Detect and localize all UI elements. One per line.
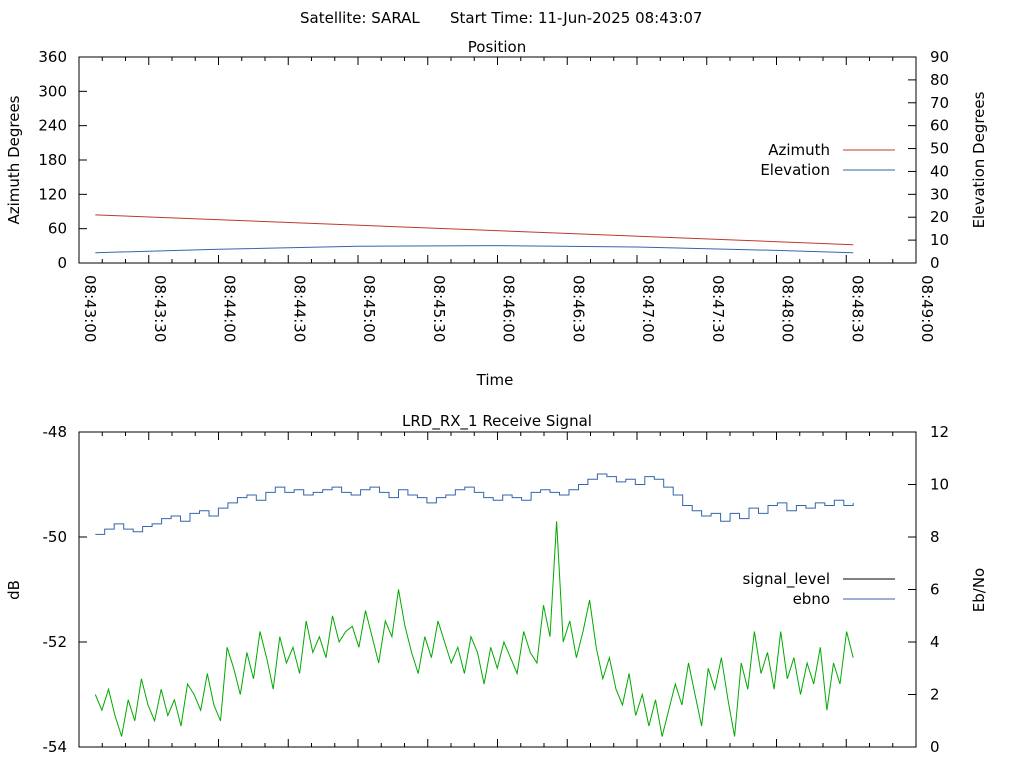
y-tick-label: 300	[38, 82, 67, 100]
y2-tick-label: 0	[930, 738, 940, 756]
legend-label: ebno	[793, 590, 830, 608]
y2-tick-label: 80	[930, 71, 949, 89]
y-tick-label: 240	[38, 117, 67, 135]
position-y-ticks: 0 60 120 180 240 300 360	[38, 48, 87, 272]
y2-tick-label: 10	[930, 231, 949, 249]
azimuth-line	[95, 214, 854, 246]
x-tick-label: 08:45:30	[430, 275, 448, 342]
receive-signal-chart-title: LRD_RX_1 Receive Signal	[402, 412, 592, 431]
x-tick-label: 08:44:00	[221, 275, 239, 342]
y2-tick-label: 60	[930, 117, 949, 135]
x-tick-label: 08:46:30	[569, 275, 587, 342]
y-tick-label: 360	[38, 48, 67, 66]
position-y-axis-label: Azimuth Degrees	[5, 95, 23, 224]
receive-signal-series	[94, 473, 854, 737]
x-tick-label: 08:44:30	[290, 275, 308, 342]
x-tick-label: 08:48:30	[848, 275, 866, 342]
position-x-ticks: 08:43:00 08:43:30 08:44:00 08:44:30 08:45:00…	[78, 57, 936, 342]
x-tick-label: 08:47:00	[639, 275, 657, 342]
y2-tick-label: 4	[930, 633, 940, 651]
y-tick-label: -52	[43, 633, 68, 651]
x-tick-label: 08:45:00	[360, 275, 378, 342]
y2-tick-label: 12	[930, 423, 949, 441]
position-legend: Azimuth Elevation	[760, 141, 895, 179]
position-y2-axis-label: Elevation Degrees	[970, 91, 988, 228]
unlabeled-line	[94, 521, 854, 737]
y2-tick-label: 0	[930, 254, 940, 272]
y2-tick-label: 30	[930, 185, 949, 203]
y2-tick-label: 10	[930, 476, 949, 494]
position-y2-ticks: 0 10 20 30 40 50 60 70 80 90	[908, 48, 949, 272]
receive-signal-x-ticks	[78, 432, 917, 747]
elevation-line	[95, 245, 854, 254]
y-tick-label: 0	[57, 254, 67, 272]
legend-label: Elevation	[760, 161, 830, 179]
position-chart: Position Azimuth Degrees Elevation Degre…	[5, 38, 988, 389]
legend-label: signal_level	[742, 570, 830, 589]
y2-tick-label: 8	[930, 528, 940, 546]
x-tick-label: 08:47:30	[709, 275, 727, 342]
position-series	[95, 214, 854, 254]
satellite-label: Satellite: SARAL	[300, 9, 420, 27]
y2-tick-label: 50	[930, 140, 949, 158]
legend-label: Azimuth	[768, 141, 830, 159]
receive-signal-y2-axis-label: Eb/No	[970, 568, 988, 612]
y-tick-label: -54	[43, 738, 68, 756]
y2-tick-label: 40	[930, 162, 949, 180]
x-tick-label: 08:43:30	[151, 275, 169, 342]
position-x-axis-label: Time	[476, 371, 514, 389]
x-tick-label: 08:49:00	[918, 275, 936, 342]
receive-signal-y2-ticks: 0 2 4 6 8 10 12	[908, 423, 949, 756]
receive-signal-plot-frame	[78, 431, 917, 748]
receive-signal-y-ticks: -54 -52 -50 -48	[43, 423, 87, 756]
y-tick-label: 120	[38, 185, 67, 203]
position-chart-title: Position	[468, 38, 526, 56]
y2-tick-label: 2	[930, 686, 940, 704]
ebno-line	[95, 473, 854, 535]
x-tick-label: 08:46:00	[500, 275, 518, 342]
position-plot-frame	[78, 56, 917, 264]
y-tick-label: 60	[48, 220, 67, 238]
y2-tick-label: 20	[930, 208, 949, 226]
y2-tick-label: 70	[930, 94, 949, 112]
y2-tick-label: 90	[930, 48, 949, 66]
x-tick-label: 08:48:00	[779, 275, 797, 342]
receive-signal-y-axis-label: dB	[5, 580, 23, 600]
y-tick-label: 180	[38, 151, 67, 169]
y-tick-label: -50	[43, 528, 68, 546]
receive-signal-chart: LRD_RX_1 Receive Signal dB Eb/No -54-52-…	[5, 412, 988, 756]
y2-tick-label: 6	[930, 581, 940, 599]
y-tick-label: -48	[43, 423, 68, 441]
x-tick-label: 08:43:00	[81, 275, 99, 342]
start-time-label: Start Time: 11-Jun-2025 08:43:07	[450, 9, 702, 27]
